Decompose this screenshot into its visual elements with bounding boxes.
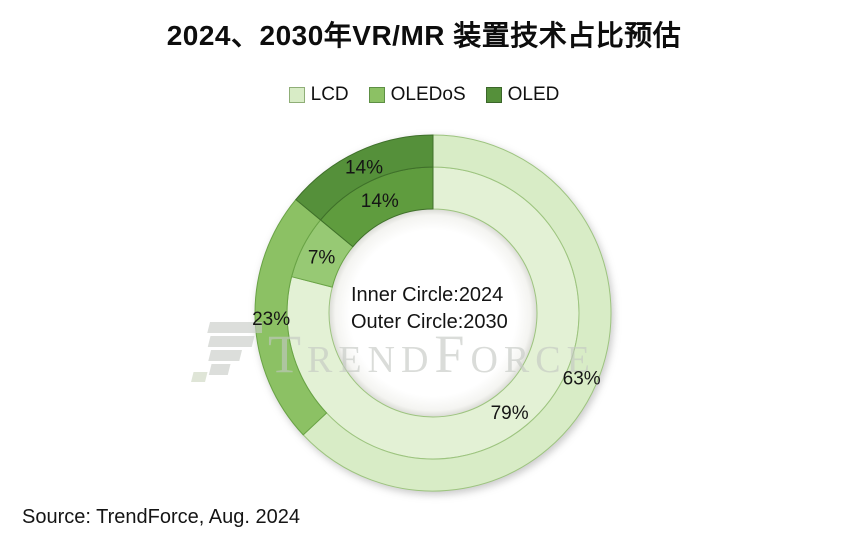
legend-label-OLEDoS: OLEDoS <box>390 84 466 105</box>
legend-swatch-OLED <box>485 87 502 103</box>
legend-swatch-LCD <box>288 87 305 103</box>
source-note: Source: TrendForce, Aug. 2024 <box>22 506 300 528</box>
legend-swatch-OLEDoS <box>368 87 385 103</box>
legend-label-LCD: LCD <box>310 84 349 105</box>
donut-segments <box>254 134 612 492</box>
legend-item-OLED: OLED <box>485 84 560 106</box>
center-label-inner: Inner Circle:2024 <box>351 284 504 306</box>
legend-label-OLED: OLED <box>507 84 560 105</box>
center-label: Inner Circle:2024 Outer Circle:2030 <box>351 282 508 336</box>
center-label-outer: Outer Circle:2030 <box>351 311 508 333</box>
donut-hole <box>329 209 537 417</box>
legend-item-LCD: LCD <box>288 84 349 106</box>
legend: LCD OLEDoS OLED <box>0 84 848 106</box>
legend-item-OLEDoS: OLEDoS <box>368 84 466 106</box>
segment-2030-OLED <box>295 134 434 221</box>
segment-2030-LCD <box>302 134 612 492</box>
chart-title: 2024、2030年VR/MR 装置技术占比预估 <box>166 20 682 51</box>
